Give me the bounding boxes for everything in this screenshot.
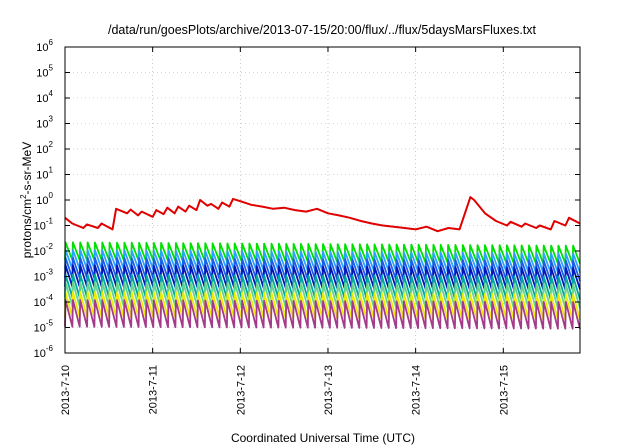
y-tick-label: 106 (36, 38, 53, 54)
y-tick-base: 10 (34, 323, 46, 335)
y-tick-exp: 4 (49, 89, 54, 98)
y-tick-label: 105 (36, 64, 53, 80)
y-tick-label: 100 (36, 191, 53, 207)
y-tick-exp: -3 (46, 268, 54, 277)
y-tick-label: 10-6 (34, 344, 54, 360)
y-tick-exp: 2 (49, 140, 54, 149)
y-tick-base: 10 (34, 348, 46, 360)
y-tick-base: 10 (36, 170, 48, 182)
y-axis-label: protons/cm2-s-sr-MeV (19, 142, 34, 258)
y-tick-base: 10 (34, 272, 46, 284)
x-axis-ticks: 2013-7-10 2013-7-11 2013-7-12 2013-7-13 2013… (60, 47, 510, 415)
y-tick-exp: -5 (46, 319, 54, 328)
y-tick-label: 10-5 (34, 319, 54, 335)
series-group (64, 196, 581, 330)
y-tick-exp: 1 (49, 166, 54, 175)
y-tick-exp: -4 (46, 293, 54, 302)
y-axis-label-rest: -s-sr-MeV (20, 142, 34, 195)
y-tick-base: 10 (36, 93, 48, 105)
y-axis-ticks: 10-610-510-410-310-210-11001011021031041… (34, 38, 580, 360)
y-tick-label: 10-4 (34, 293, 54, 309)
y-axis-label-sup: 2 (19, 194, 28, 199)
y-tick-base: 10 (34, 221, 46, 233)
y-tick-label: 103 (36, 115, 53, 131)
x-tick-label: 2013-7-14 (411, 365, 423, 415)
x-tick-label: 2013-7-15 (498, 365, 510, 415)
y-tick-label: 10-1 (34, 217, 54, 233)
y-tick-label: 104 (36, 89, 53, 105)
y-tick-label: 102 (36, 140, 53, 156)
x-tick-label: 2013-7-12 (235, 365, 247, 415)
y-tick-label: 10-3 (34, 268, 54, 284)
y-tick-label: 10-2 (34, 242, 54, 258)
series-line-1 (64, 196, 581, 233)
y-tick-exp: 0 (49, 191, 54, 200)
y-tick-exp: -2 (46, 242, 54, 251)
x-tick-label: 2013-7-11 (148, 365, 160, 414)
series-line-9 (64, 299, 581, 330)
y-tick-exp: 5 (49, 64, 54, 73)
x-tick-label: 2013-7-13 (323, 365, 335, 415)
y-tick-exp: 6 (49, 38, 54, 47)
y-tick-base: 10 (36, 68, 48, 80)
chart-title: /data/run/goesPlots/archive/2013-07-15/2… (108, 23, 537, 37)
y-tick-exp: -6 (46, 344, 54, 353)
y-tick-base: 10 (36, 195, 48, 207)
y-tick-base: 10 (36, 42, 48, 54)
y-tick-base: 10 (34, 246, 46, 258)
y-tick-base: 10 (36, 144, 48, 156)
y-axis-label-base: protons/cm (20, 199, 34, 258)
y-tick-exp: -1 (46, 217, 54, 226)
y-tick-exp: 3 (49, 115, 54, 124)
x-tick-label: 2013-7-10 (60, 365, 72, 415)
plot-frame (64, 46, 581, 354)
x-axis-label: Coordinated Universal Time (UTC) (231, 431, 415, 445)
y-tick-label: 101 (36, 166, 53, 182)
y-tick-base: 10 (34, 297, 46, 309)
y-tick-base: 10 (36, 119, 48, 131)
